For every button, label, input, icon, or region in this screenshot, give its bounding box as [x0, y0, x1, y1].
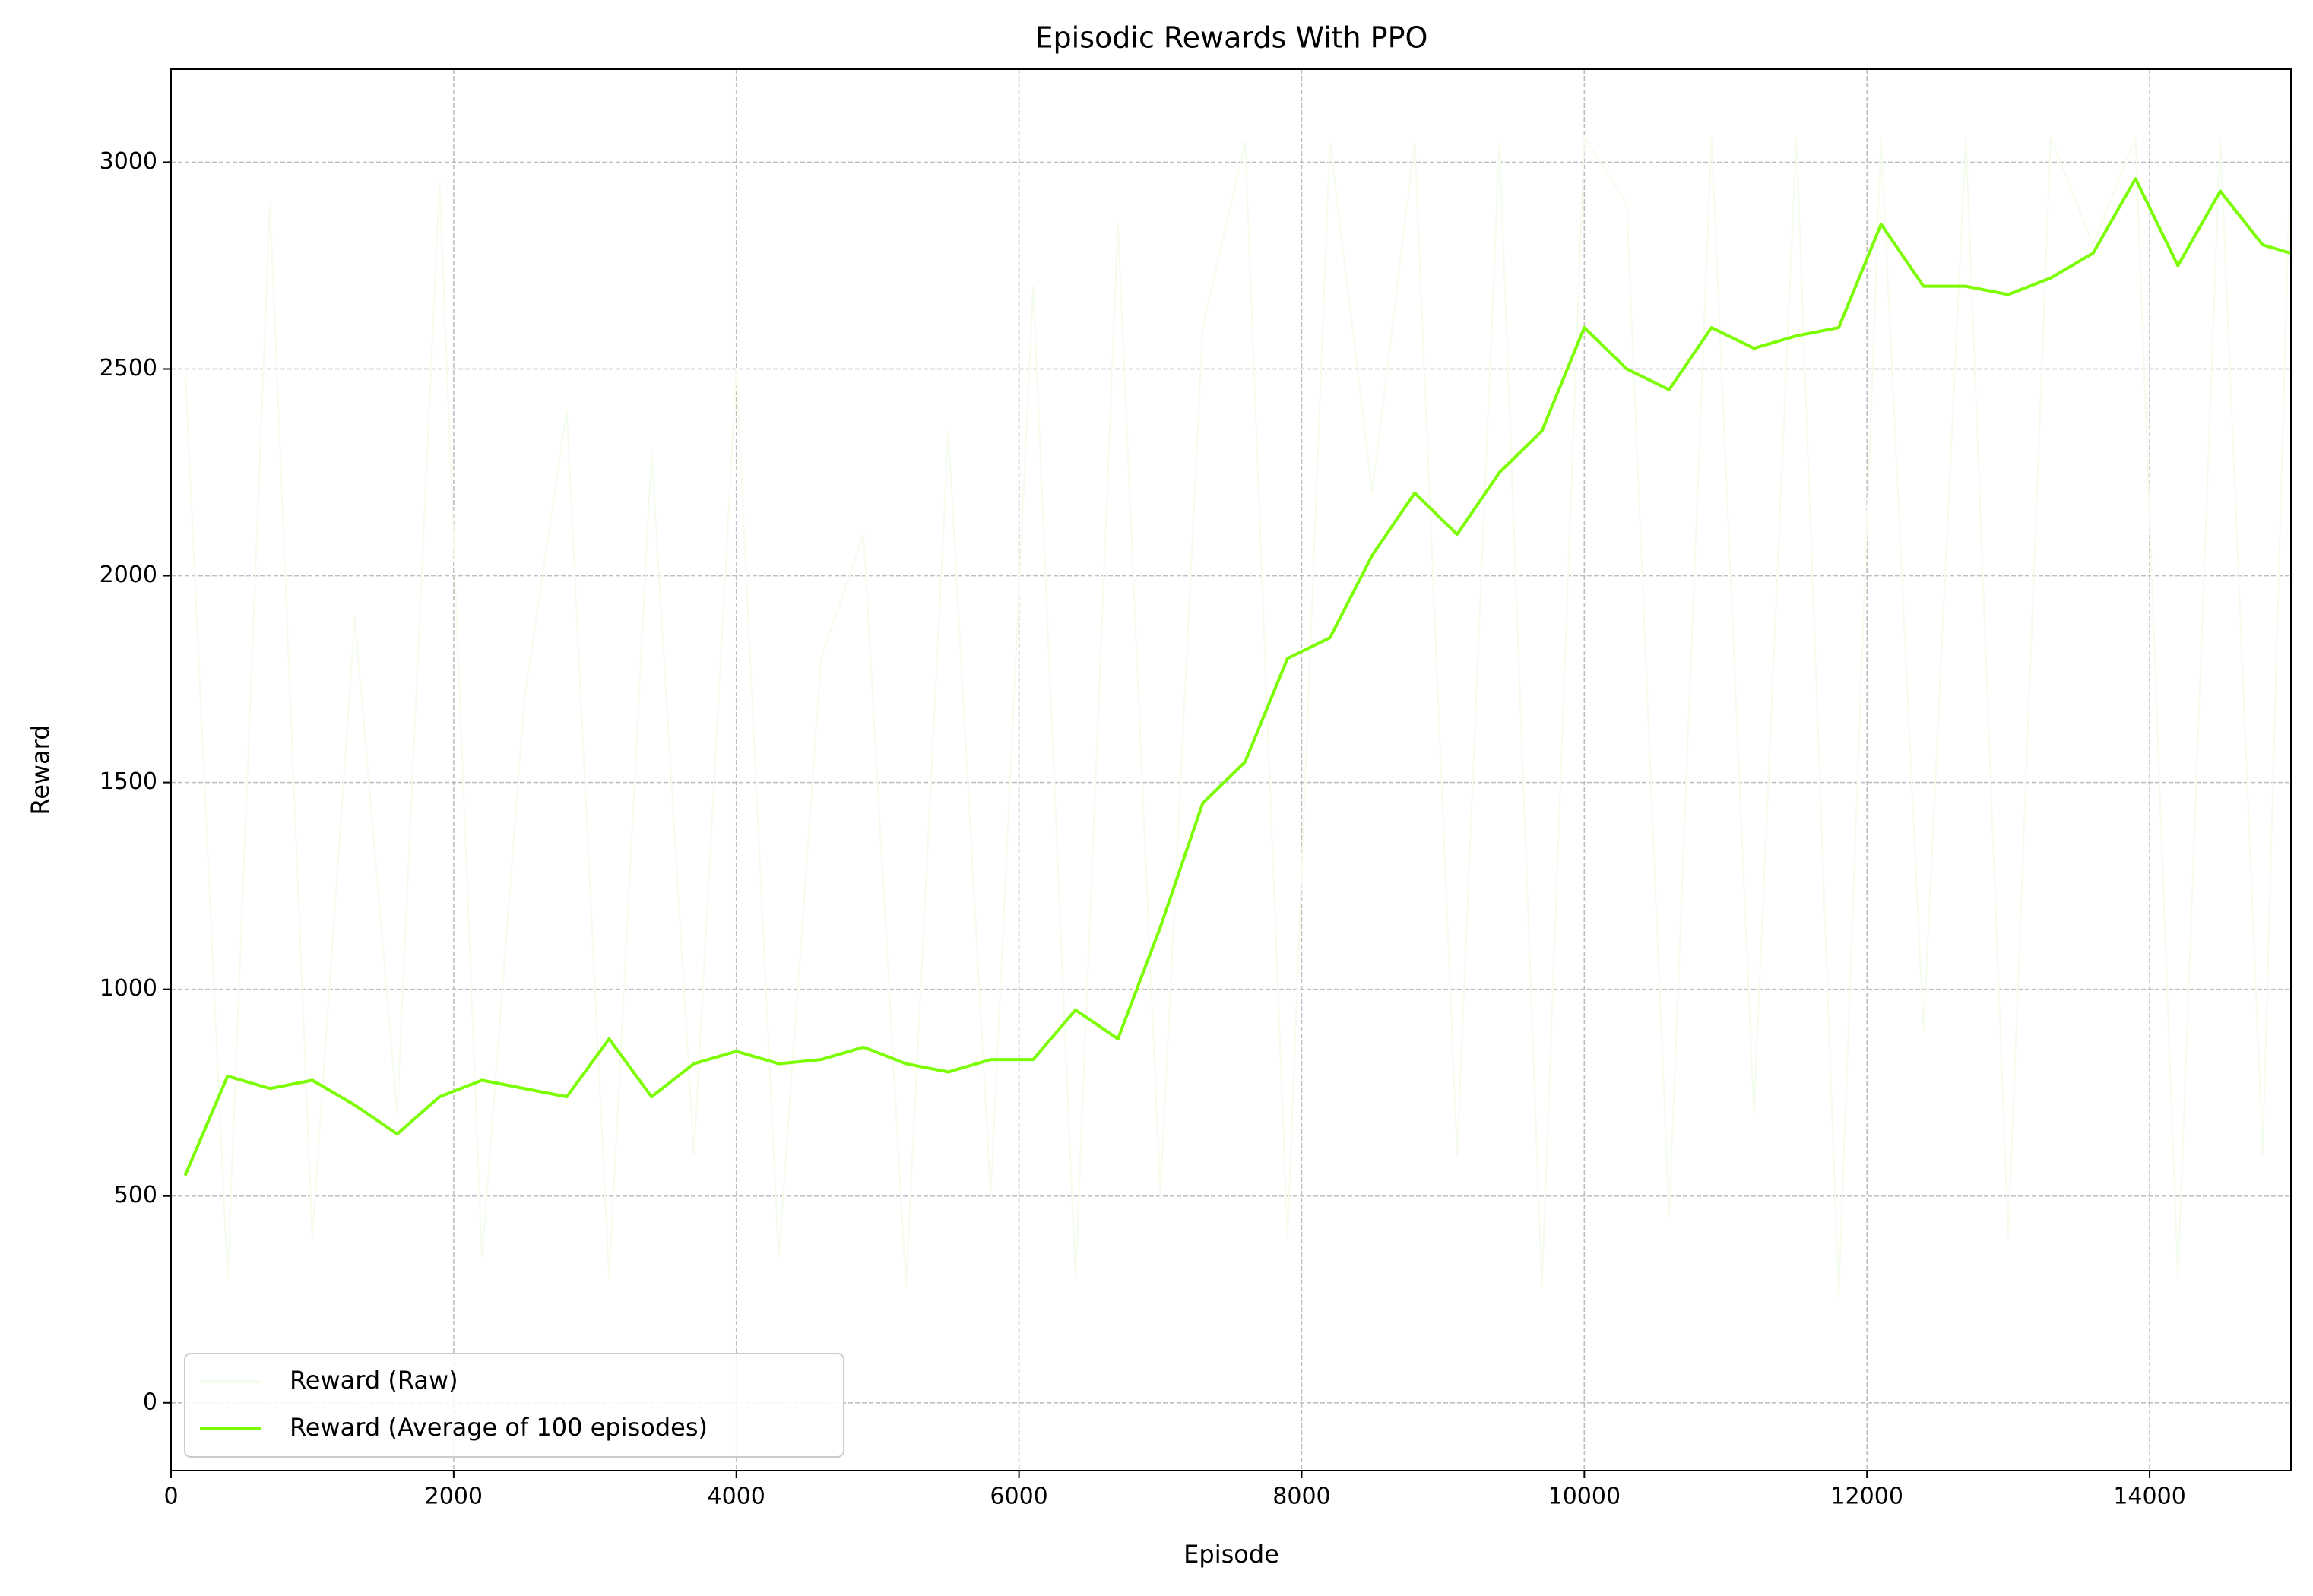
- x-tick-label: 0: [163, 1484, 178, 1510]
- y-tick-label: 2500: [100, 355, 157, 382]
- series-line: [183, 177, 2292, 1176]
- y-tick-label: 2000: [100, 562, 157, 588]
- x-tick-label: 14000: [2113, 1484, 2185, 1510]
- legend-box: [184, 1353, 844, 1458]
- series-line: [184, 136, 2292, 1297]
- x-axis-label: Episode: [1183, 1540, 1279, 1569]
- legend-label: Reward (Raw): [290, 1366, 458, 1395]
- x-tick-label: 2000: [425, 1484, 483, 1510]
- x-tick-label: 10000: [1548, 1484, 1621, 1510]
- chart-title: Episodic Rewards With PPO: [1035, 21, 1428, 55]
- x-tick-label: 4000: [708, 1484, 765, 1510]
- legend-label: Reward (Average of 100 episodes): [290, 1413, 708, 1442]
- plot-frame: [170, 68, 2292, 1471]
- x-tick-label: 8000: [1272, 1484, 1330, 1510]
- y-axis-label: Reward: [26, 724, 55, 815]
- y-tick-label: 0: [143, 1389, 157, 1415]
- x-tick-label: 6000: [990, 1484, 1047, 1510]
- x-tick-label: 12000: [1830, 1484, 1903, 1510]
- y-tick-label: 1000: [100, 975, 157, 1002]
- y-tick-label: 3000: [100, 148, 157, 175]
- y-tick-label: 500: [114, 1182, 157, 1208]
- y-tick-label: 1500: [100, 768, 157, 795]
